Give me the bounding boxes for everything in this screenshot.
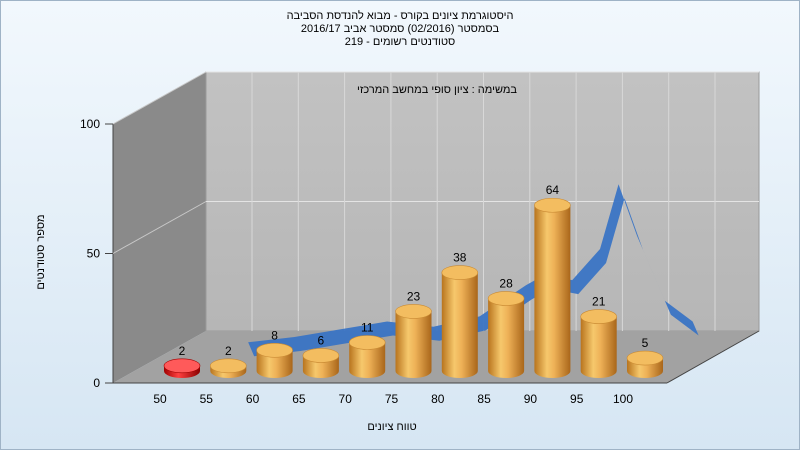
bar-top: [348, 335, 386, 350]
bar-85: [487, 291, 525, 378]
bar-55: [210, 358, 247, 379]
floor-right-edge: [666, 330, 760, 384]
bar-top: [626, 350, 664, 366]
bar-100: [626, 350, 664, 378]
bar-top: [534, 197, 571, 213]
bar-top: [210, 358, 247, 374]
bar-top: [441, 265, 479, 280]
bar-75: [395, 304, 432, 379]
bar-top: [256, 342, 293, 358]
bar-value-label: 64: [546, 183, 560, 197]
x-axis-label: טווח ציונים: [367, 421, 416, 433]
grid-lines: [112, 71, 759, 331]
bar-95: [580, 309, 618, 379]
bar-65: [302, 348, 340, 379]
x-tick-label: 75: [385, 392, 399, 406]
y-tick-label: 0: [93, 376, 100, 390]
chart-title: היסטוגרמת ציונים בקורס - מבוא להנדסת הסב…: [286, 10, 514, 22]
x-tick-label: 50: [153, 392, 167, 406]
bar-body: [534, 205, 571, 379]
y-tick-label: 100: [80, 117, 100, 131]
bar-body: [349, 342, 386, 379]
bar-90: [534, 197, 571, 379]
chart-title-semester: בסמסטר (02/2016) סמסטר אביב 2016/17: [300, 23, 500, 35]
bar-body: [256, 350, 293, 379]
x-tick-label: 80: [431, 392, 445, 406]
bar-top: [395, 304, 432, 319]
bar-top: [163, 358, 201, 374]
bar-value-label: 5: [642, 336, 649, 350]
bar-top: [580, 309, 618, 324]
bar-value-label: 6: [318, 333, 325, 347]
x-tick-label: 85: [477, 392, 491, 406]
grid-side-line-100: [112, 71, 207, 125]
x-tick-label: 55: [200, 392, 214, 406]
bar-80: [441, 265, 479, 379]
x-tick-label: 100: [613, 392, 633, 406]
bar-50: [163, 358, 201, 378]
bar-body: [395, 311, 432, 379]
bar-70: [348, 335, 386, 379]
chart-title-block: היסטוגרמת ציונים בקורס - מבוא להנדסת הסב…: [250, 10, 550, 49]
bar-body: [488, 298, 525, 378]
bar-body: [441, 272, 478, 379]
bar-value-label: 2: [179, 344, 186, 358]
x-tick-label: 65: [292, 392, 306, 406]
chart-title-students: סטודנטים רשומים - 219: [344, 36, 456, 48]
bar-value-label: 38: [453, 251, 467, 265]
chart-subtitle: במשימה : ציון סופי במחשב המרכזי: [357, 84, 517, 96]
bar-value-label: 21: [592, 295, 606, 309]
bar-value-label: 23: [407, 289, 421, 303]
x-tick-label: 70: [339, 392, 353, 406]
bar-value-label: 8: [271, 328, 278, 342]
axis-ticks-layer: 0 50 100 50 55 60 65 70 75 80 85 90 95 100: [80, 117, 633, 406]
bar-60: [256, 342, 293, 379]
grid-side-line-50: [112, 201, 207, 254]
bars-layer: [163, 197, 664, 379]
y-axis-label: מספר סטודנטים: [35, 214, 47, 289]
bar-value-label: 2: [225, 344, 232, 358]
bar-body: [580, 316, 617, 379]
bar-top: [487, 291, 525, 306]
bar-value-label: 11: [361, 321, 374, 335]
x-tick-label: 60: [246, 392, 260, 406]
x-tick-label: 95: [570, 392, 584, 406]
x-tick-label: 90: [524, 392, 538, 406]
bar-top: [302, 348, 340, 363]
y-tick-label: 50: [87, 247, 101, 261]
bar-value-label: 28: [499, 276, 513, 290]
